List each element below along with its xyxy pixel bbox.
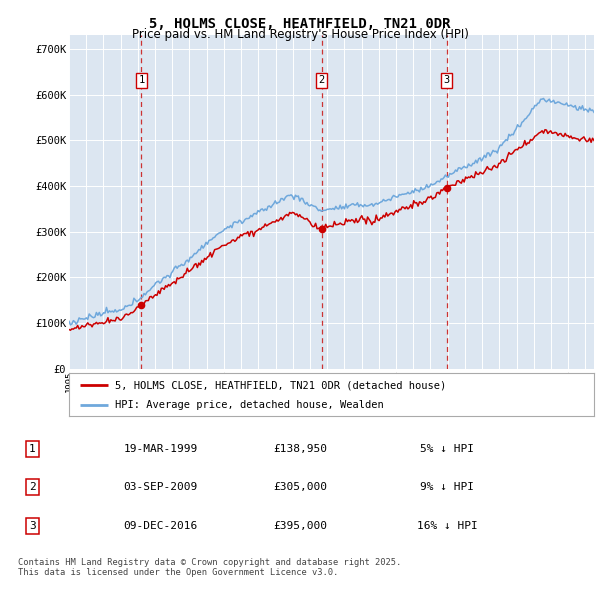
Text: 2: 2: [319, 76, 325, 86]
Text: £138,950: £138,950: [273, 444, 327, 454]
Text: 19-MAR-1999: 19-MAR-1999: [124, 444, 198, 454]
Text: 09-DEC-2016: 09-DEC-2016: [124, 521, 198, 531]
Text: 3: 3: [29, 521, 36, 531]
Text: 03-SEP-2009: 03-SEP-2009: [124, 483, 198, 492]
Text: 9% ↓ HPI: 9% ↓ HPI: [420, 483, 474, 492]
Text: HPI: Average price, detached house, Wealden: HPI: Average price, detached house, Weal…: [115, 401, 384, 410]
Text: £395,000: £395,000: [273, 521, 327, 531]
Text: 1: 1: [139, 76, 145, 86]
Text: 5, HOLMS CLOSE, HEATHFIELD, TN21 0DR (detached house): 5, HOLMS CLOSE, HEATHFIELD, TN21 0DR (de…: [115, 381, 446, 391]
Text: £305,000: £305,000: [273, 483, 327, 492]
Text: 3: 3: [443, 76, 450, 86]
Text: 16% ↓ HPI: 16% ↓ HPI: [416, 521, 478, 531]
Text: 1: 1: [29, 444, 36, 454]
Text: Price paid vs. HM Land Registry's House Price Index (HPI): Price paid vs. HM Land Registry's House …: [131, 28, 469, 41]
Text: 2: 2: [29, 483, 36, 492]
Text: Contains HM Land Registry data © Crown copyright and database right 2025.
This d: Contains HM Land Registry data © Crown c…: [18, 558, 401, 577]
Text: 5% ↓ HPI: 5% ↓ HPI: [420, 444, 474, 454]
Text: 5, HOLMS CLOSE, HEATHFIELD, TN21 0DR: 5, HOLMS CLOSE, HEATHFIELD, TN21 0DR: [149, 17, 451, 31]
